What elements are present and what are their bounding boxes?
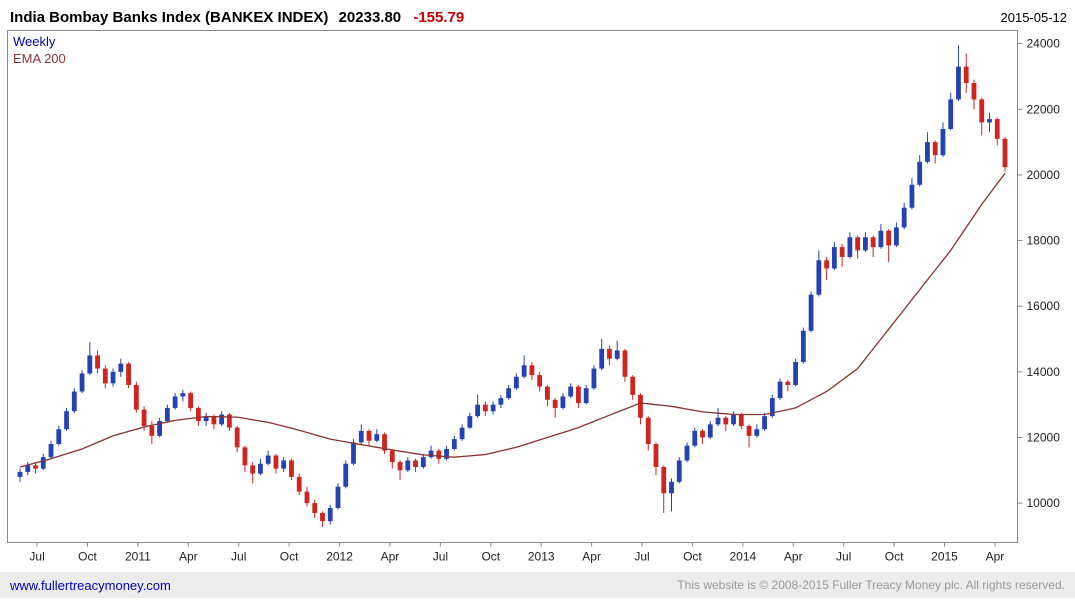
x-tick-label: Jul <box>29 550 44 564</box>
x-tick-label: Jul <box>634 550 649 564</box>
y-tick-label: 24000 <box>1027 37 1061 51</box>
last-price: 20233.80 <box>338 8 402 26</box>
price-change: -155.79 <box>413 8 465 26</box>
website-link[interactable]: www.fullertreacymoney.com <box>10 577 171 593</box>
instrument-name: India Bombay Banks Index (BANKEX INDEX) <box>10 8 329 26</box>
chart-header: India Bombay Banks Index (BANKEX INDEX) … <box>0 0 1075 30</box>
y-tick-label: 18000 <box>1027 234 1061 248</box>
y-tick-label: 20000 <box>1027 168 1061 182</box>
y-tick-label: 10000 <box>1027 496 1061 510</box>
chart-area: 10000 12000 14000 16000 18000 20000 22000 24000… <box>0 30 1075 572</box>
ema-line <box>19 172 1006 468</box>
x-tick-label: Jul <box>433 550 448 564</box>
chart-title: India Bombay Banks Index (BANKEX INDEX) … <box>10 9 464 26</box>
y-tick-label: 22000 <box>1027 102 1061 116</box>
legend-timeframe: Weekly <box>13 34 56 49</box>
legend-ema: EMA 200 <box>13 51 66 66</box>
chart-date: 2015-05-12 <box>1000 9 1068 25</box>
copyright-text: This website is © 2008-2015 Fuller Treac… <box>677 578 1065 592</box>
x-tick-label: Oct <box>280 550 299 564</box>
chart-legend: Weekly EMA 200 <box>13 33 66 67</box>
y-axis: 10000 12000 14000 16000 18000 20000 22000 24000 <box>1017 37 1061 510</box>
x-tick-label: Apr <box>582 550 601 564</box>
price-chart-svg: 10000 12000 14000 16000 18000 20000 22000 24000… <box>7 30 1061 564</box>
x-tick-label: 2014 <box>729 550 756 564</box>
x-axis: Jul Oct 2011 Apr Jul Oct 2012 Apr Jul Oct 2013 Apr J… <box>29 542 1005 564</box>
y-tick-label: 14000 <box>1027 365 1061 379</box>
x-tick-label: 2015 <box>931 550 958 564</box>
x-tick-label: Oct <box>78 550 97 564</box>
y-tick-label: 12000 <box>1027 430 1061 444</box>
x-tick-label: Apr <box>381 550 400 564</box>
page-footer: www.fullertreacymoney.com This website i… <box>0 572 1075 598</box>
x-tick-label: Oct <box>683 550 702 564</box>
x-tick-label: Jul <box>836 550 851 564</box>
x-tick-label: Oct <box>481 550 500 564</box>
x-tick-label: Apr <box>784 550 803 564</box>
candles-layer <box>17 45 1008 527</box>
plot-border <box>7 30 1018 543</box>
x-tick-label: Oct <box>885 550 904 564</box>
y-tick-label: 16000 <box>1027 299 1061 313</box>
x-tick-label: Apr <box>986 550 1005 564</box>
x-tick-label: Jul <box>231 550 246 564</box>
x-tick-label: 2012 <box>326 550 353 564</box>
x-tick-label: 2011 <box>125 550 151 564</box>
x-tick-label: Apr <box>179 550 198 564</box>
x-tick-label: 2013 <box>528 550 555 564</box>
